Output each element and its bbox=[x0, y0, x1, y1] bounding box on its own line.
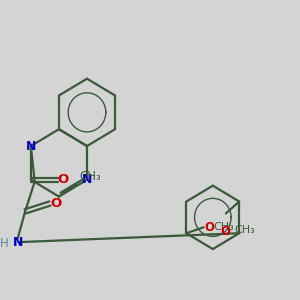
Text: O: O bbox=[50, 197, 61, 210]
Text: N: N bbox=[82, 173, 92, 186]
Text: O: O bbox=[220, 225, 230, 238]
Text: H: H bbox=[0, 237, 9, 250]
Text: O: O bbox=[205, 221, 214, 234]
Text: N: N bbox=[13, 236, 24, 249]
Text: CH₃: CH₃ bbox=[79, 170, 101, 183]
Text: N: N bbox=[26, 140, 36, 152]
Text: O: O bbox=[58, 173, 69, 186]
Text: CH₃: CH₃ bbox=[235, 225, 255, 235]
Text: CH₃: CH₃ bbox=[213, 222, 234, 232]
